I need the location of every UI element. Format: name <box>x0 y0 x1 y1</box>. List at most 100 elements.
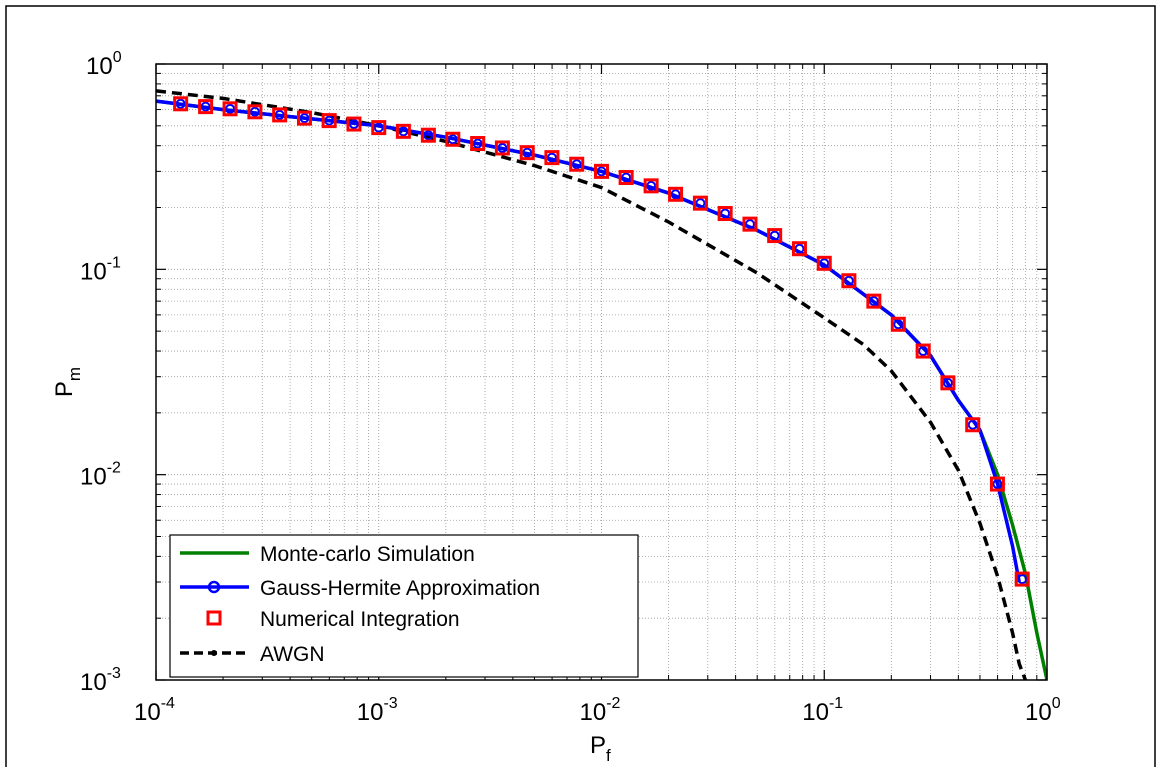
data-point-gauss-hermite-approximation <box>992 479 1003 490</box>
data-point-gauss-hermite-approximation <box>447 134 458 145</box>
data-point-numerical-integration <box>866 293 882 309</box>
x-tick-label: 10-1 <box>802 695 843 726</box>
x-axis-title-subscript: f <box>606 746 611 765</box>
y-tick-label: 10-3 <box>80 665 121 696</box>
y-tick-label: 10-1 <box>80 254 121 285</box>
data-point-gauss-hermite-approximation <box>373 122 384 133</box>
data-point-gauss-hermite-approximation <box>348 119 359 130</box>
legend-marker-numerical-integration <box>206 610 222 626</box>
x-tick-label: 100 <box>1025 695 1061 726</box>
data-point-numerical-integration <box>1014 571 1030 587</box>
x-tick-label-base: 10 <box>580 699 607 726</box>
legend-label-monte-carlo: Monte-carlo Simulation <box>260 543 475 566</box>
legend-box <box>169 534 639 678</box>
data-point-numerical-integration <box>544 150 560 166</box>
data-point-gauss-hermite-approximation <box>299 113 310 124</box>
data-point-gauss-hermite-approximation <box>398 126 409 137</box>
legend-entry-numerical-integration: Numerical Integration <box>206 608 460 631</box>
data-point-numerical-integration <box>742 216 758 232</box>
y-tick-label-base: 10 <box>80 258 107 285</box>
y-tick-label: 100 <box>86 49 122 80</box>
data-point-numerical-integration <box>643 178 659 194</box>
data-point-numerical-integration <box>940 375 956 391</box>
data-point-numerical-integration <box>791 241 807 257</box>
data-point-numerical-integration <box>371 120 387 136</box>
data-point-numerical-integration <box>420 127 436 143</box>
x-tick-label-exponent: 0 <box>1052 695 1061 712</box>
data-point-gauss-hermite-approximation <box>324 115 335 126</box>
data-point-gauss-hermite-approximation <box>472 138 483 149</box>
data-point-gauss-hermite-approximation <box>744 219 755 230</box>
data-point-gauss-hermite-approximation <box>423 130 434 141</box>
data-point-numerical-integration <box>222 101 238 117</box>
y-tick-label-exponent: -2 <box>107 460 121 477</box>
data-point-gauss-hermite-approximation <box>794 243 805 254</box>
data-point-numerical-integration <box>767 228 783 244</box>
data-point-numerical-integration <box>395 123 411 139</box>
x-tick-label: 10-3 <box>357 695 398 726</box>
data-point-numerical-integration <box>569 156 585 172</box>
data-point-gauss-hermite-approximation <box>918 346 929 357</box>
data-point-numerical-integration <box>346 116 362 132</box>
y-tick-label-exponent: -3 <box>107 665 121 682</box>
x-tick-label-exponent: -3 <box>383 695 397 712</box>
data-point-gauss-hermite-approximation <box>225 103 236 114</box>
x-tick-labels: 10-4 10-3 10-2 10-1 100 <box>134 695 1061 726</box>
data-point-numerical-integration <box>445 131 461 147</box>
y-tick-label: 10-2 <box>80 460 121 491</box>
data-point-numerical-integration <box>198 99 214 115</box>
legend-label-gauss-hermite: Gauss-Hermite Approximation <box>260 577 540 600</box>
data-point-numerical-integration <box>272 107 288 123</box>
data-point-gauss-hermite-approximation <box>769 230 780 241</box>
data-point-numerical-integration <box>816 255 832 271</box>
x-tick-label: 10-4 <box>134 695 175 726</box>
legend-label-numerical-integration: Numerical Integration <box>260 608 460 631</box>
data-point-numerical-integration <box>717 206 733 222</box>
data-point-gauss-hermite-approximation <box>175 98 186 109</box>
legend-marker-awgn <box>211 650 217 656</box>
data-point-gauss-hermite-approximation <box>670 189 681 200</box>
data-point-gauss-hermite-approximation <box>967 419 978 430</box>
data-point-numerical-integration <box>692 195 708 211</box>
data-point-gauss-hermite-approximation <box>497 142 508 153</box>
data-point-numerical-integration <box>668 186 684 202</box>
data-point-gauss-hermite-approximation <box>720 208 731 219</box>
legend-entry-awgn: AWGN <box>180 643 325 666</box>
data-point-gauss-hermite-approximation <box>249 106 260 117</box>
data-point-gauss-hermite-approximation <box>200 101 211 112</box>
data-point-numerical-integration <box>470 136 486 152</box>
data-point-gauss-hermite-approximation <box>274 109 285 120</box>
series-layer <box>156 89 1047 680</box>
x-tick-label-exponent: -4 <box>161 695 175 712</box>
y-tick-label-base: 10 <box>80 464 107 491</box>
data-point-numerical-integration <box>594 163 609 179</box>
data-point-gauss-hermite-approximation <box>893 319 904 330</box>
legend: Monte-carlo Simulation Gauss-Hermite App… <box>169 534 639 678</box>
y-tick-label-base: 10 <box>80 669 107 696</box>
data-point-gauss-hermite-approximation <box>695 198 706 209</box>
x-tick-label-exponent: -2 <box>606 695 620 712</box>
legend-label-awgn: AWGN <box>260 643 325 666</box>
legend-marker-gauss-hermite <box>207 580 221 594</box>
data-point-gauss-hermite-approximation <box>868 296 879 307</box>
data-point-numerical-integration <box>890 316 906 332</box>
y-axis-title: Pm <box>51 367 84 397</box>
y-axis-title-subscript: m <box>65 367 84 381</box>
y-tick-label-exponent: -1 <box>107 254 121 271</box>
data-point-gauss-hermite-approximation <box>596 166 607 177</box>
x-tick-label-base: 10 <box>134 699 161 726</box>
data-point-numerical-integration <box>915 343 931 359</box>
data-point-gauss-hermite-approximation <box>819 258 830 269</box>
data-point-gauss-hermite-approximation <box>942 377 953 388</box>
x-tick-label-base: 10 <box>357 699 384 726</box>
legend-entry-gauss-hermite: Gauss-Hermite Approximation <box>180 577 540 600</box>
y-tick-label-exponent: 0 <box>113 49 122 66</box>
data-point-gauss-hermite-approximation <box>843 275 854 286</box>
data-point-numerical-integration <box>296 110 312 126</box>
data-point-gauss-hermite-approximation <box>621 172 632 183</box>
data-point-gauss-hermite-approximation <box>646 180 657 191</box>
x-tick-label-base: 10 <box>802 699 829 726</box>
